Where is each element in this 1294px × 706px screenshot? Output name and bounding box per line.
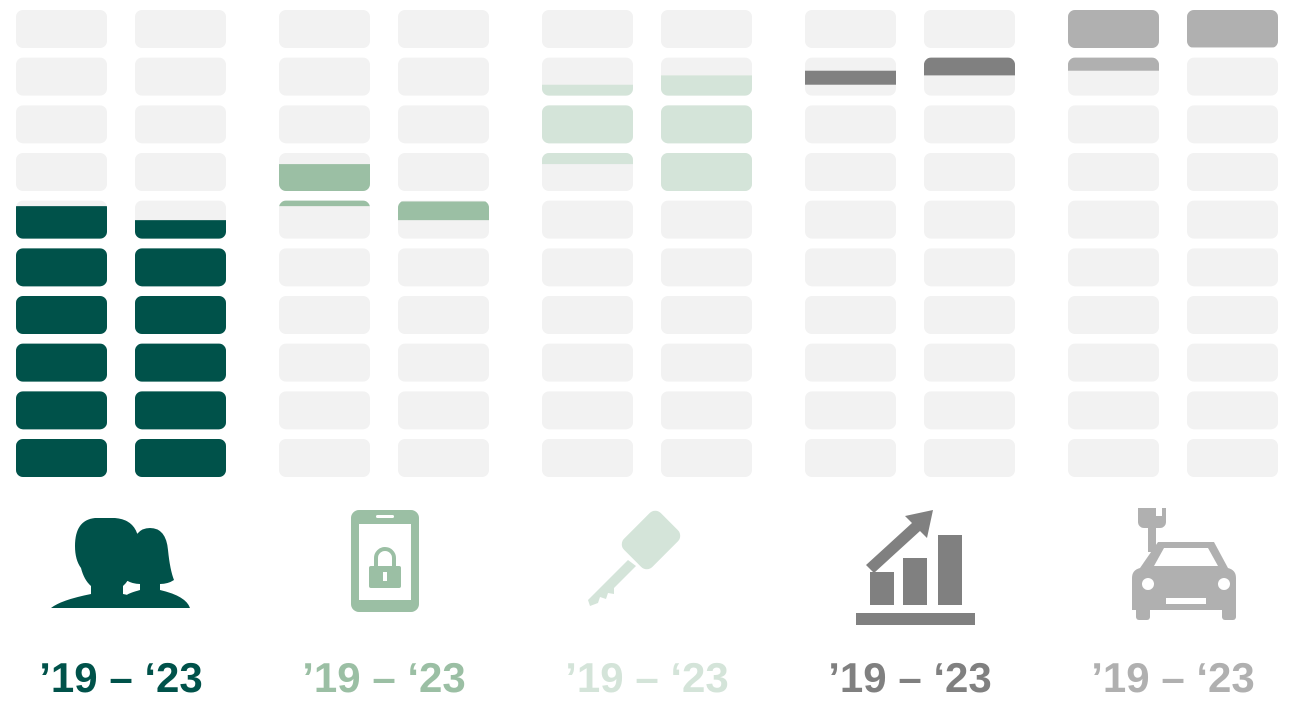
cell: [924, 200, 1015, 239]
period-label: ’19 – ‘23: [828, 654, 991, 701]
period-label: ’19 – ‘23: [302, 654, 465, 701]
cell: [1068, 296, 1159, 334]
cell: [661, 248, 752, 287]
range-bar: [805, 70, 896, 85]
cell: [398, 105, 489, 144]
cell: [1187, 391, 1278, 430]
cell: [135, 57, 226, 96]
cell: [135, 105, 226, 144]
range-bar: [16, 206, 107, 477]
cell: [661, 296, 752, 334]
cell: [542, 343, 633, 382]
cell: [279, 296, 370, 334]
cell: [924, 105, 1015, 144]
period-label: ’19 – ‘23: [1091, 654, 1254, 701]
cell: [1187, 439, 1278, 477]
cell: [398, 296, 489, 334]
phone-icon: [351, 510, 419, 612]
cell: [398, 343, 489, 382]
cell: [135, 10, 226, 48]
cell: [805, 10, 896, 48]
range-bar: [661, 75, 752, 193]
range-bar: [279, 164, 370, 207]
range-bar: [398, 201, 489, 221]
cell: [16, 57, 107, 96]
cell: [398, 391, 489, 430]
period-label: ’19 – ‘23: [39, 654, 202, 701]
cell: [279, 248, 370, 287]
cell: [16, 153, 107, 191]
cell: [279, 200, 370, 239]
cell: [924, 296, 1015, 334]
cell: [1187, 296, 1278, 334]
cell: [542, 296, 633, 334]
cell: [279, 57, 370, 96]
cell: [279, 343, 370, 382]
growth-icon: [856, 510, 975, 625]
range-bar: [542, 84, 633, 165]
cell: [279, 439, 370, 477]
cell: [398, 10, 489, 48]
cell: [805, 200, 896, 239]
cell: [1068, 391, 1159, 430]
cell: [924, 391, 1015, 430]
cell: [924, 10, 1015, 48]
people-icon: [51, 518, 190, 608]
cell: [1187, 343, 1278, 382]
cell: [279, 105, 370, 144]
cell: [661, 391, 752, 430]
range-bar: [135, 220, 226, 477]
cell: [398, 153, 489, 191]
cell: [16, 10, 107, 48]
cell: [805, 105, 896, 144]
cell: [1187, 57, 1278, 96]
cell: [398, 439, 489, 477]
cell: [661, 10, 752, 48]
cell: [924, 248, 1015, 287]
range-bar: [1068, 10, 1159, 71]
cell: [805, 248, 896, 287]
cell: [398, 57, 489, 96]
cell: [1068, 343, 1159, 382]
cell: [924, 343, 1015, 382]
cell: [1187, 105, 1278, 144]
cell: [279, 10, 370, 48]
cell: [1187, 200, 1278, 239]
cell: [805, 391, 896, 430]
cell: [661, 200, 752, 239]
cell: [542, 10, 633, 48]
icons: [51, 508, 1236, 625]
cell: [279, 391, 370, 430]
cell: [542, 200, 633, 239]
cell: [542, 391, 633, 430]
key-icon: [588, 510, 681, 606]
cell: [661, 439, 752, 477]
cell: [805, 296, 896, 334]
cell: [1068, 105, 1159, 144]
cell: [398, 248, 489, 287]
cell: [1068, 439, 1159, 477]
range-bar: [1187, 10, 1278, 48]
cell: [805, 343, 896, 382]
cell: [542, 439, 633, 477]
cell: [924, 153, 1015, 191]
cell: [1068, 153, 1159, 191]
cell: [1068, 248, 1159, 287]
cell: [1187, 153, 1278, 191]
cell: [924, 439, 1015, 477]
period-label: ’19 – ‘23: [565, 654, 728, 701]
range-bar: [924, 56, 1015, 76]
cell: [135, 153, 226, 191]
cell: [542, 248, 633, 287]
cell: [1187, 248, 1278, 287]
cell: [1068, 200, 1159, 239]
cell: [16, 105, 107, 144]
cell: [805, 439, 896, 477]
car-icon: [1132, 508, 1236, 620]
cell: [805, 153, 896, 191]
cell: [661, 343, 752, 382]
